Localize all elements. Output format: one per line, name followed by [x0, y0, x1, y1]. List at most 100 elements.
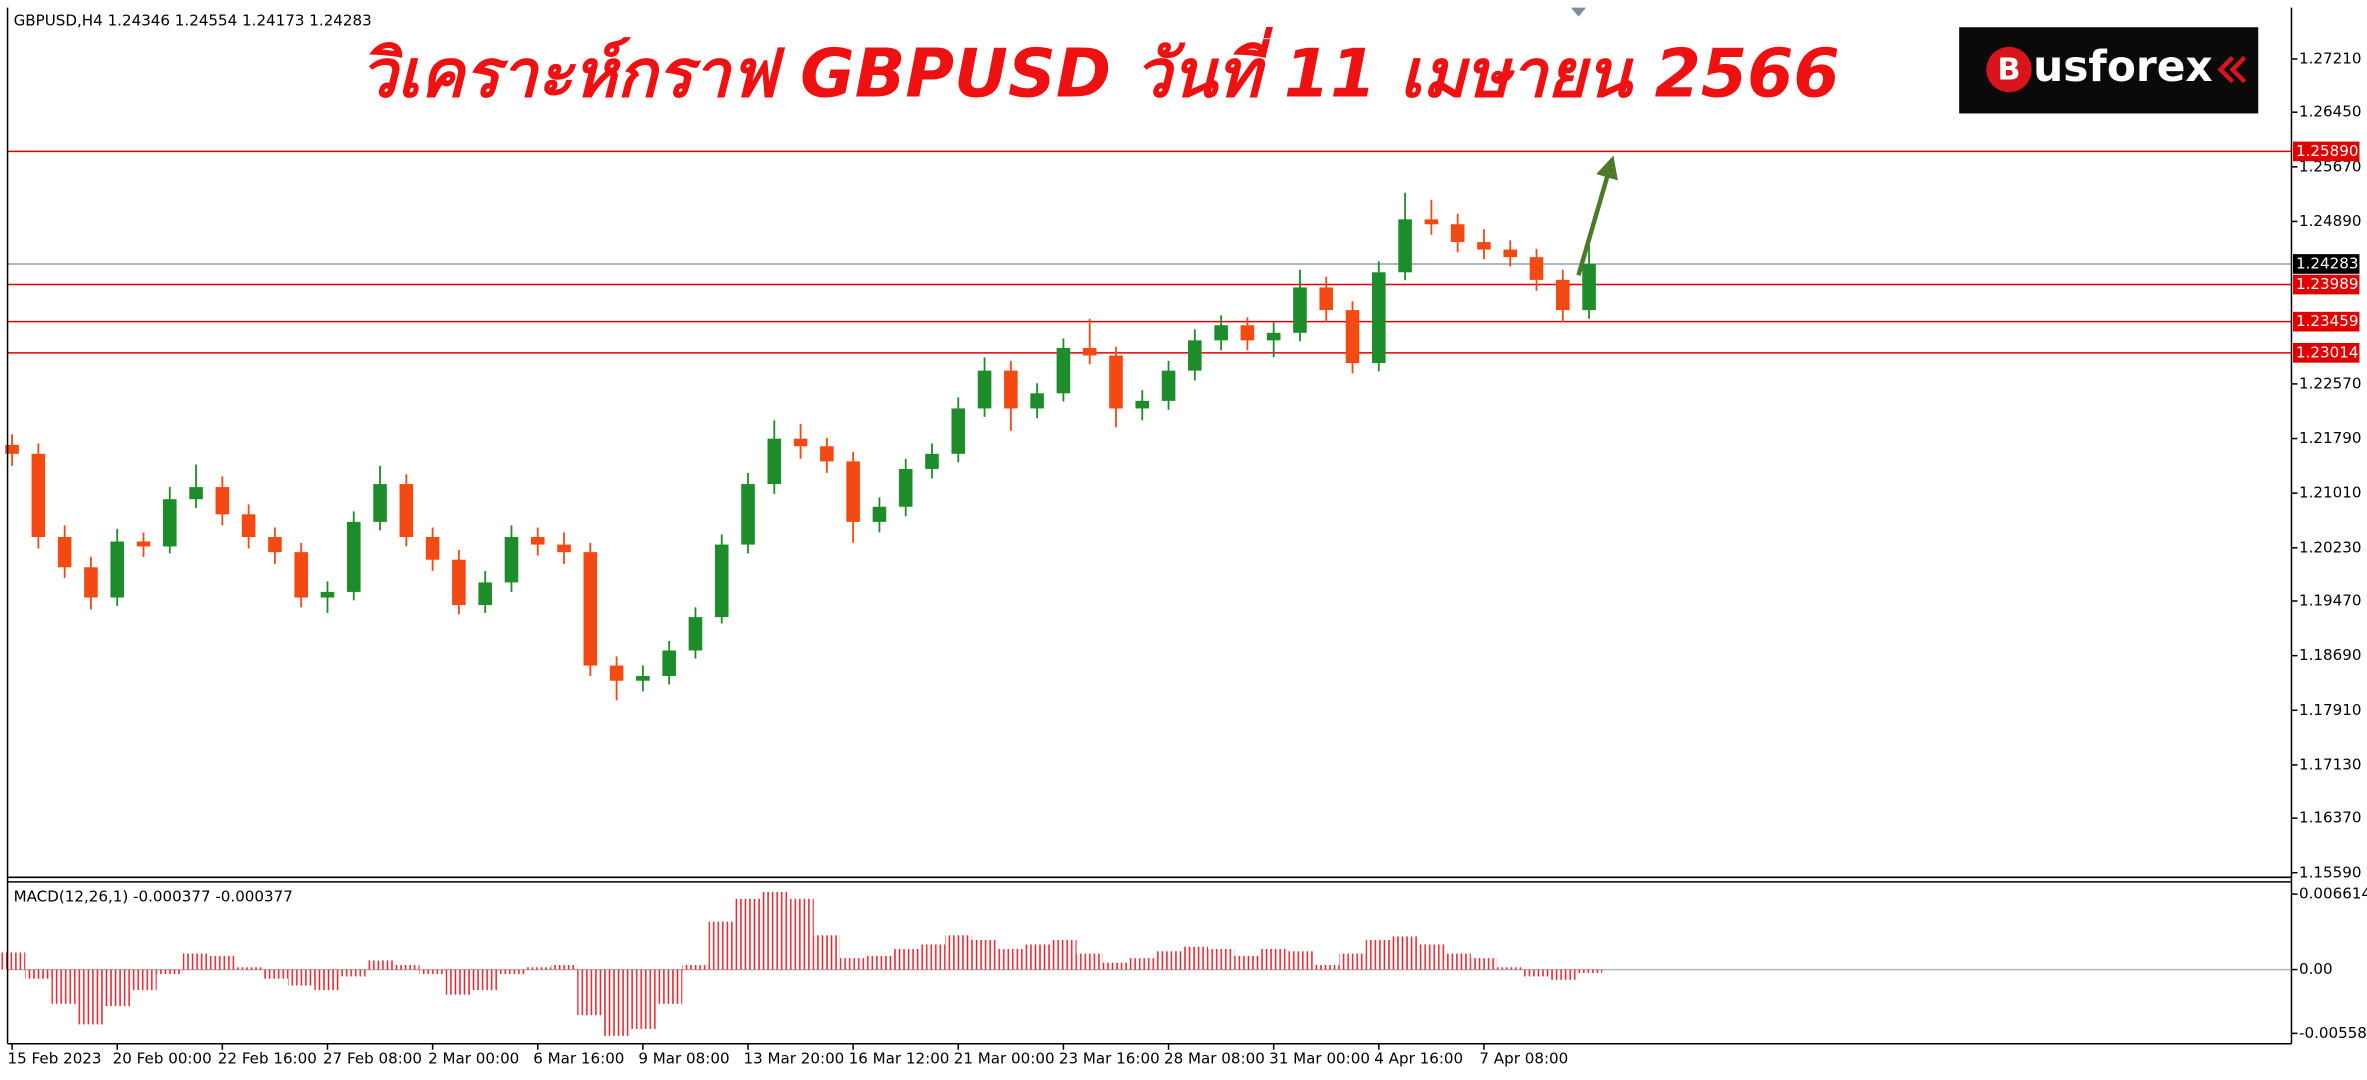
candle-body: [504, 537, 519, 583]
x-tick-label: 23 Mar 16:00: [1059, 1049, 1160, 1067]
candle-body: [1135, 400, 1150, 409]
x-tick-label: 6 Mar 16:00: [533, 1049, 624, 1067]
histogram-bar: [393, 965, 420, 970]
y-tick-label: 1.27210: [2299, 49, 2361, 67]
y-tick-label: 1.17130: [2299, 755, 2361, 773]
histogram-bar: [761, 891, 788, 970]
candle-body: [1477, 242, 1491, 250]
histogram-bar: [629, 969, 657, 1029]
histogram-bar: [1470, 958, 1498, 970]
histogram-bar: [1129, 958, 1156, 970]
candle-body: [1293, 287, 1307, 333]
histogram-bar: [1549, 969, 1576, 980]
histogram-bar: [524, 967, 551, 970]
histogram-bar: [51, 969, 78, 1004]
candle-body: [872, 506, 887, 522]
histogram-bar: [1102, 962, 1130, 970]
histogram-bar: [892, 949, 919, 970]
y-tick-label: 1.21790: [2299, 429, 2361, 447]
candle-body: [136, 541, 151, 547]
candle-body: [215, 487, 230, 515]
candle-body: [31, 453, 46, 538]
candle-body: [1188, 340, 1202, 371]
y-tick-label: 1.25670: [2299, 157, 2361, 175]
candle-body: [346, 521, 361, 592]
candle-body: [399, 484, 414, 538]
candle-body: [1529, 257, 1544, 280]
candle-body: [557, 544, 571, 553]
candle-body: [452, 559, 466, 606]
logo-icon-letter: B: [1997, 53, 2020, 88]
level-label: 1.23459: [2296, 312, 2358, 330]
candle-body: [1345, 310, 1360, 364]
candle-body: [609, 665, 624, 681]
x-tick-label: 31 Mar 00:00: [1269, 1049, 1370, 1067]
histogram-bar: [340, 969, 367, 977]
histogram-bar: [209, 955, 236, 970]
x-tick-label: 7 Apr 08:00: [1479, 1049, 1568, 1067]
y-tick-label: 1.15590: [2299, 863, 2361, 881]
candle-body: [767, 438, 782, 485]
logo-icon: [1986, 46, 2032, 93]
candle-body: [162, 499, 177, 547]
histogram-bar: [1207, 949, 1235, 970]
candle-body: [1214, 325, 1228, 341]
candle-body: [57, 537, 72, 568]
candle-body: [5, 444, 19, 454]
y-tick-label: 0.00: [2299, 960, 2333, 978]
histogram-bar: [366, 960, 394, 970]
candle-body: [1266, 332, 1281, 341]
level-label-box: [2292, 274, 2360, 295]
y-tick-label: -0.005587: [2299, 1024, 2367, 1042]
y-tick-label: 1.17910: [2299, 701, 2361, 719]
candle-body: [320, 591, 335, 598]
candle-body: [662, 650, 676, 676]
histogram-bar: [261, 969, 289, 979]
histogram-bar: [1444, 953, 1471, 970]
histogram-bar: [1050, 939, 1077, 970]
candle-body: [1372, 272, 1386, 364]
logo: B usforex: [1959, 27, 2259, 114]
histogram-bar: [0, 952, 26, 970]
histogram-bar: [918, 944, 946, 970]
histogram-bar: [945, 935, 972, 970]
x-tick-label: 15 Feb 2023: [8, 1049, 102, 1067]
x-tick-label: 28 Mar 08:00: [1164, 1049, 1265, 1067]
candle-body: [1161, 370, 1176, 401]
histogram-bar: [288, 969, 315, 986]
histogram-bar: [498, 969, 525, 975]
histogram-bar: [314, 969, 341, 991]
level-label-box: [2292, 311, 2360, 332]
histogram-bar: [1155, 951, 1182, 970]
candle-body: [820, 446, 834, 462]
candle-body: [1109, 355, 1123, 409]
candle-body: [294, 552, 308, 598]
histogram-bar: [235, 967, 262, 970]
level-label: 1.25890: [2296, 142, 2358, 160]
histogram-bar: [1313, 965, 1340, 970]
level-label: 1.23989: [2296, 275, 2358, 293]
y-tick-label: 1.18690: [2299, 646, 2361, 664]
y-tick-label: 1.22570: [2299, 374, 2361, 392]
candle-body: [1398, 219, 1412, 273]
level-label: 1.24283: [2296, 254, 2358, 272]
x-tick-label: 4 Apr 16:00: [1374, 1049, 1463, 1067]
candle-body: [189, 487, 203, 500]
histogram-bar: [1523, 969, 1550, 977]
histogram-bar: [603, 969, 630, 1036]
candle-body: [583, 552, 598, 666]
symbol-info: GBPUSD,H4 1.24346 1.24554 1.24173 1.2428…: [14, 12, 372, 30]
y-tick-label: 1.20230: [2299, 538, 2361, 556]
histogram-bar: [77, 969, 105, 1025]
candle-body: [1082, 347, 1097, 356]
histogram-bar: [813, 935, 841, 970]
histogram-bar: [682, 965, 709, 970]
y-tick-label: 1.26450: [2299, 103, 2361, 121]
level-label-box: [2292, 342, 2360, 363]
histogram-bar: [25, 969, 52, 979]
candle-body: [1004, 370, 1018, 409]
candle-body: [1503, 249, 1518, 258]
